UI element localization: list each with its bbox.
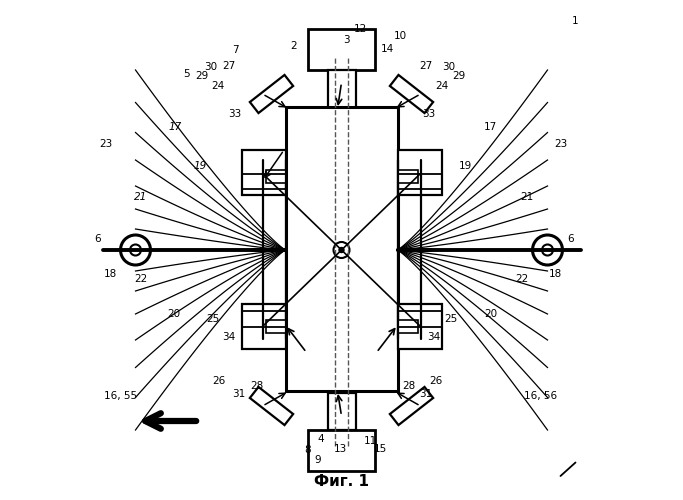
Text: 30: 30 — [204, 62, 217, 72]
Text: 17: 17 — [169, 122, 182, 132]
Text: 24: 24 — [435, 81, 448, 91]
Text: 26: 26 — [429, 376, 442, 386]
Text: 34: 34 — [428, 332, 441, 342]
Text: 4: 4 — [317, 434, 324, 444]
Text: 27: 27 — [419, 61, 432, 71]
Polygon shape — [250, 75, 293, 113]
Text: 22: 22 — [134, 274, 147, 284]
Bar — [266, 320, 285, 333]
Text: 31: 31 — [232, 389, 246, 399]
Text: 19: 19 — [459, 161, 472, 171]
Bar — [398, 304, 441, 349]
Text: 23: 23 — [99, 139, 112, 149]
Text: 33: 33 — [422, 109, 436, 119]
Text: 29: 29 — [452, 71, 466, 81]
Text: 3: 3 — [343, 35, 350, 45]
Text: 14: 14 — [381, 44, 394, 54]
Text: 21: 21 — [134, 192, 147, 202]
Text: 18: 18 — [549, 269, 562, 279]
Text: 7: 7 — [232, 45, 239, 55]
Text: 20: 20 — [167, 309, 180, 319]
Bar — [328, 70, 355, 108]
Polygon shape — [390, 75, 433, 113]
Text: 28: 28 — [250, 381, 263, 391]
Bar — [308, 29, 375, 70]
Text: 15: 15 — [374, 444, 387, 454]
Text: 6: 6 — [94, 234, 101, 244]
Text: 33: 33 — [228, 109, 242, 119]
Text: 18: 18 — [104, 269, 117, 279]
Text: 1: 1 — [572, 16, 579, 26]
Text: 34: 34 — [223, 332, 236, 342]
Bar — [266, 170, 285, 183]
Text: 24: 24 — [211, 81, 225, 91]
Text: 29: 29 — [195, 71, 208, 81]
Text: 27: 27 — [223, 61, 236, 71]
Bar — [308, 430, 375, 471]
Text: 9: 9 — [315, 455, 321, 465]
Polygon shape — [390, 387, 433, 425]
Text: 6: 6 — [567, 234, 574, 244]
Bar — [285, 107, 398, 391]
Text: 31: 31 — [419, 389, 432, 399]
Bar — [328, 392, 355, 430]
Text: 26: 26 — [212, 376, 225, 386]
Text: 30: 30 — [443, 62, 456, 72]
Text: 19: 19 — [194, 161, 207, 171]
Text: 17: 17 — [484, 122, 497, 132]
Text: 10: 10 — [394, 31, 407, 41]
Text: 16, 55: 16, 55 — [104, 391, 137, 401]
Text: 23: 23 — [554, 139, 567, 149]
Text: 28: 28 — [402, 381, 416, 391]
Text: 21: 21 — [520, 192, 533, 202]
Bar — [398, 320, 417, 333]
Text: 25: 25 — [206, 314, 220, 324]
Text: 12: 12 — [353, 24, 367, 34]
Text: 8: 8 — [304, 445, 311, 455]
Text: 2: 2 — [291, 41, 297, 51]
Text: 25: 25 — [444, 314, 457, 324]
Text: 13: 13 — [333, 444, 347, 454]
Bar — [398, 150, 441, 195]
Text: 16, 56: 16, 56 — [524, 391, 557, 401]
Bar — [398, 170, 417, 183]
Text: 11: 11 — [363, 436, 376, 446]
Text: 22: 22 — [515, 274, 528, 284]
Polygon shape — [250, 387, 293, 425]
Bar — [242, 150, 285, 195]
Circle shape — [339, 248, 344, 252]
Text: 20: 20 — [484, 309, 497, 319]
Text: 5: 5 — [183, 69, 190, 79]
Bar — [242, 304, 285, 349]
Text: Фиг. 1: Фиг. 1 — [314, 474, 369, 488]
